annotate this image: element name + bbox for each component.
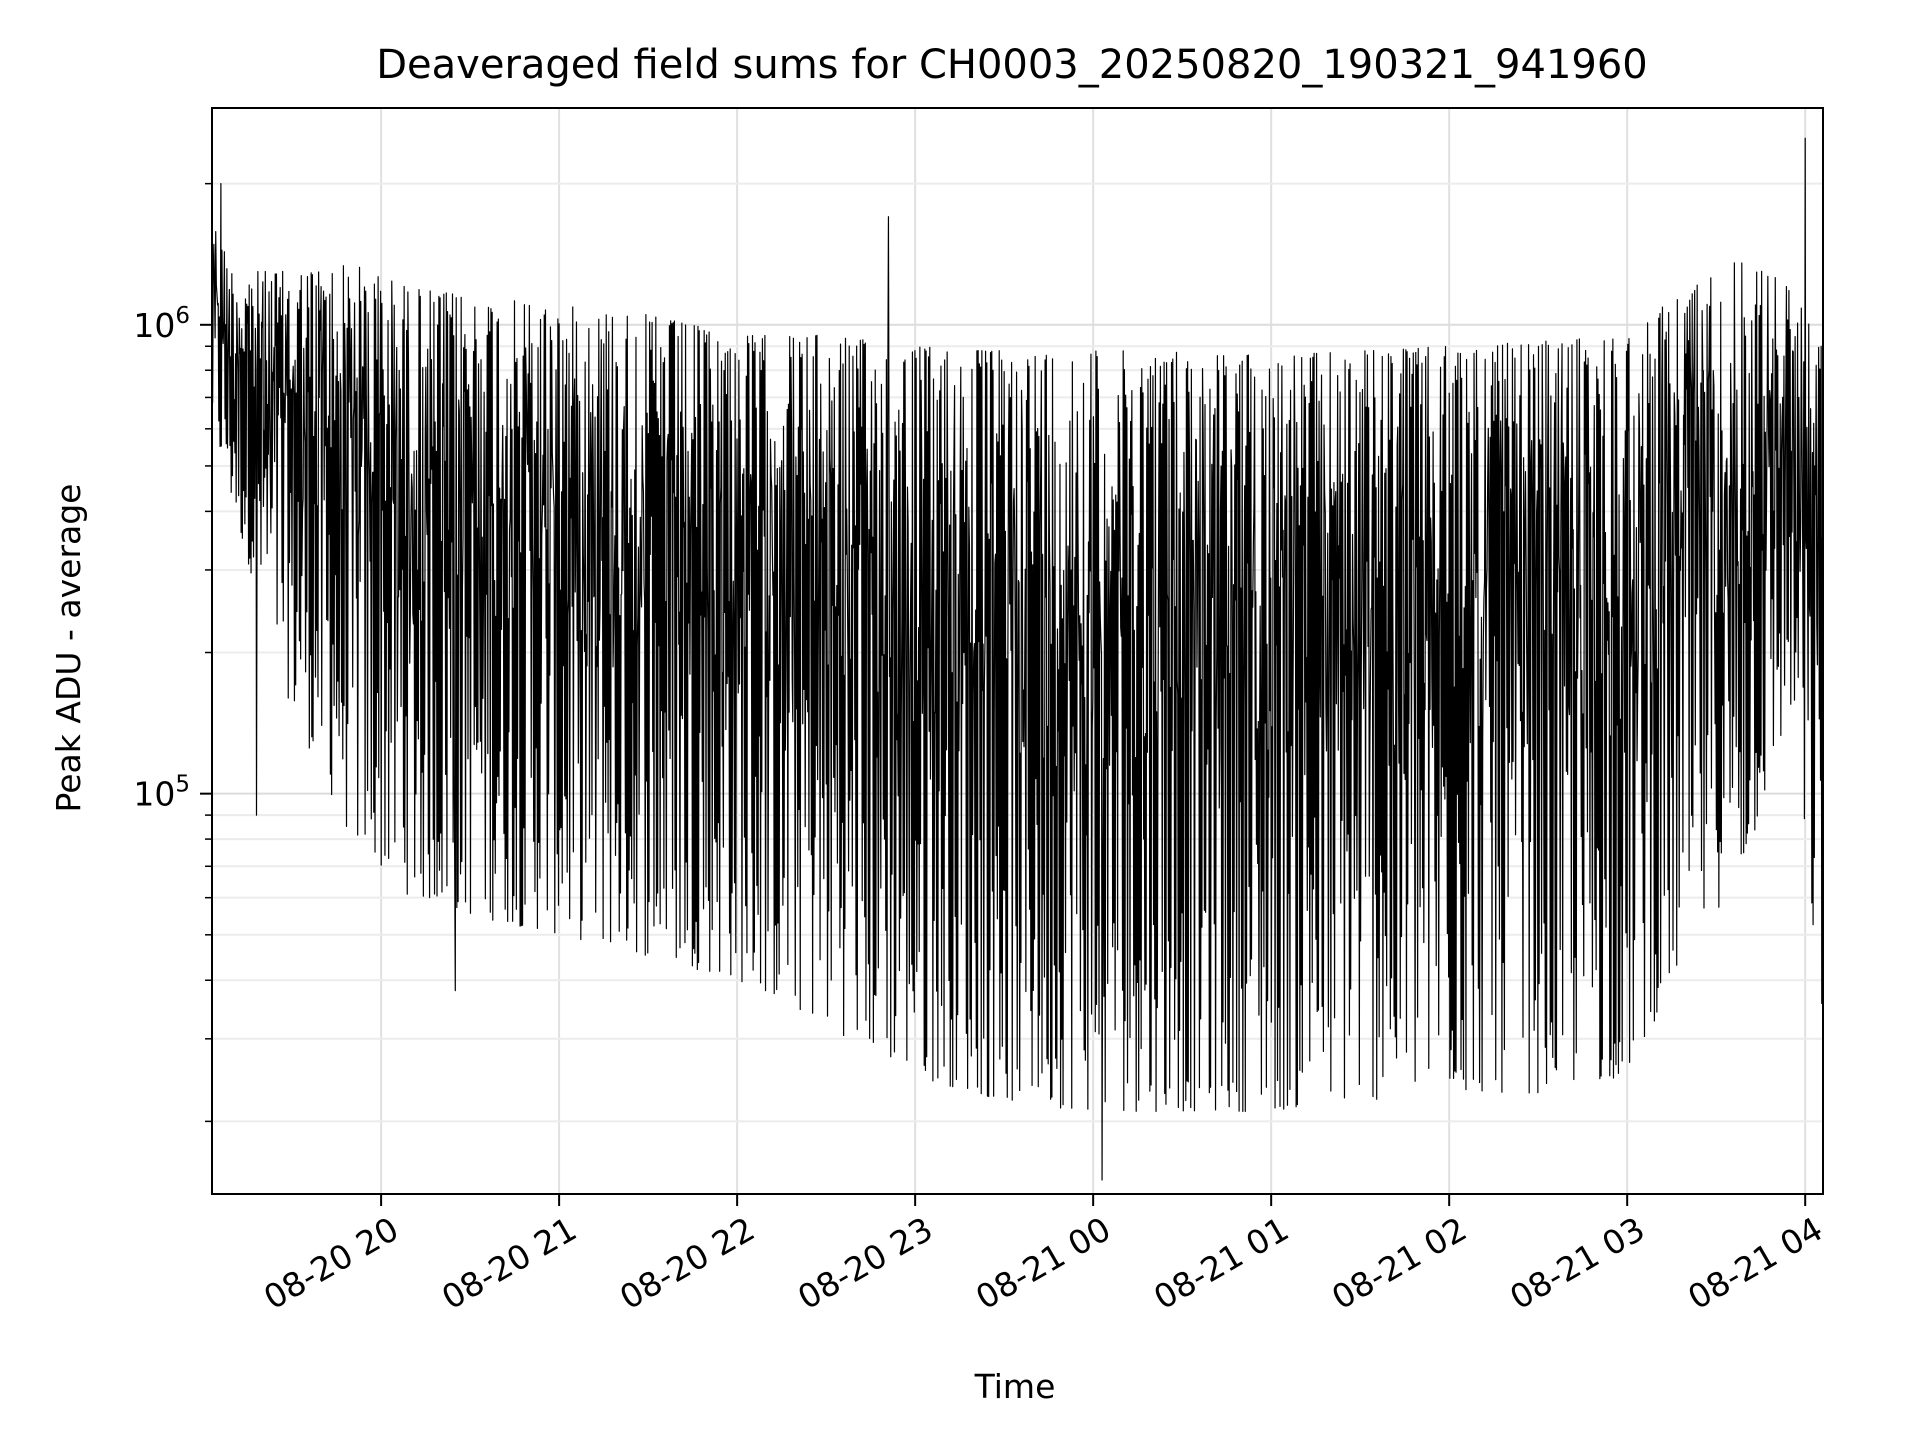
plot-frame (211, 107, 1824, 1195)
x-axis-label: Time (974, 1367, 1056, 1406)
chart-title: Deaveraged field sums for CH0003_2025082… (376, 42, 1648, 88)
y-axis-label: Peak ADU - average (49, 484, 88, 813)
data-series (211, 137, 1824, 1181)
series-line (211, 137, 1824, 1181)
